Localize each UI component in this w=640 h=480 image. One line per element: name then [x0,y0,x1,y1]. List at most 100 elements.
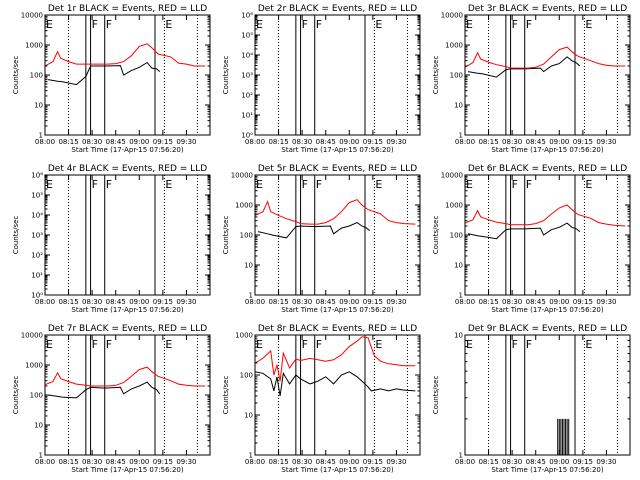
x-tick-label: 08:30 [502,298,522,306]
y-tick-label: 10⁰ [241,132,253,140]
x-tick-label: 09:00 [129,298,149,306]
y-tick-label: 10¹ [31,272,43,280]
panel-3: Det 3r BLACK = Events, RED = LLD E F F E 1 10 1… [432,4,631,154]
marker-label: F [526,178,532,191]
marker-label: E [466,18,473,31]
y-tick-label: 1000 [235,332,253,340]
marker-label: E [585,18,592,31]
x-tick-label: 09:30 [386,458,406,466]
y-tick-label: 100 [450,72,463,80]
y-tick-label: 10³ [31,232,43,240]
y-tick-label: 1 [459,452,463,460]
events-series [48,61,161,86]
y-tick-label: 100 [240,232,253,240]
x-tick-label: 09:30 [176,298,196,306]
y-tick-label: 10 [34,422,43,430]
x-tick-label: 09:15 [153,458,173,466]
y-tick-label: 10⁰ [31,292,43,300]
x-tick-label: 08:45 [526,458,546,466]
y-tick-label: 10 [244,262,253,270]
marker-label: E [466,178,473,191]
marker-label: F [106,338,112,351]
lld-series [254,199,416,225]
y-tick-label: 1 [249,292,253,300]
marker-label: F [302,18,308,31]
y-tick-label: 10000 [21,12,43,20]
y-tick-label: 100 [240,372,253,380]
marker-label: E [165,178,172,191]
x-tick-label: 09:00 [339,298,359,306]
y-tick-label: 10² [31,252,43,260]
marker-label: E [375,178,382,191]
marker-label: F [512,338,518,351]
y-tick-label: 10000 [231,172,253,180]
x-tick-label: 08:45 [526,298,546,306]
marker-label: E [466,338,473,351]
x-tick-label: 09:30 [596,298,616,306]
x-tick-label: 09:15 [573,138,593,146]
panel-5: Det 5r BLACK = Events, RED = LLD E F F E 1 10 1… [222,164,421,314]
plot-frame [44,334,211,456]
x-tick-label: 08:30 [292,138,312,146]
marker-label: F [526,18,532,31]
panel-1: Det 1r BLACK = Events, RED = LLD E F F E 1 10 1… [12,4,211,154]
marker-label: E [165,18,172,31]
x-axis-label: Start Time (17-Apr-15 07:56:20) [71,306,183,314]
lld-series [464,46,626,69]
y-tick-label: 10⁴ [241,52,253,60]
x-tick-label: 09:30 [596,458,616,466]
x-axis-label: Start Time (17-Apr-15 07:56:20) [281,466,393,474]
y-tick-label: 1 [459,132,463,140]
lld-series [464,204,626,227]
plot-frame [464,334,631,456]
events-series [468,56,581,78]
y-tick-label: 100 [450,232,463,240]
x-tick-label: 08:45 [106,298,126,306]
panel-8: Det 8r BLACK = Events, RED = LLD E F F E 1 10 1… [222,324,421,474]
lld-series [44,43,206,67]
panel-4: Det 4r BLACK = Events, RED = LLD E F F E 10⁰ 1… [12,164,211,314]
x-tick-label: 09:15 [363,298,383,306]
x-tick-label: 09:30 [596,138,616,146]
x-tick-label: 08:00 [35,298,55,306]
x-tick-label: 09:15 [153,298,173,306]
x-tick-label: 08:45 [526,138,546,146]
y-tick-label: 10³ [241,72,253,80]
marker-label: E [375,338,382,351]
y-tick-label: 10⁵ [241,32,253,40]
x-tick-label: 08:00 [35,458,55,466]
x-tick-label: 08:00 [245,298,265,306]
x-tick-label: 08:30 [292,298,312,306]
marker-label: E [46,178,53,191]
marker-label: F [106,178,112,191]
marker-label: E [256,178,263,191]
y-tick-label: 10⁶ [31,172,43,180]
y-tick-label: 10 [454,102,463,110]
lld-series [254,336,416,382]
x-tick-label: 08:15 [58,138,78,146]
events-series [48,381,161,399]
events-series [257,222,371,239]
x-tick-label: 09:00 [549,298,569,306]
x-tick-label: 08:00 [455,298,475,306]
y-tick-label: 10² [241,92,253,100]
plot-frame [254,174,421,296]
panel-title: Det 9r BLACK = Events, RED = LLD [468,324,627,334]
x-tick-label: 08:15 [268,138,288,146]
marker-label: F [512,178,518,191]
panel-title: Det 6r BLACK = Events, RED = LLD [468,164,627,174]
marker-label: E [585,178,592,191]
marker-label: F [92,338,98,351]
x-tick-label: 08:30 [82,298,102,306]
x-tick-label: 09:00 [129,458,149,466]
marker-label: F [92,178,98,191]
y-axis-label: Counts/sec [12,216,20,255]
panel-2: Det 2r BLACK = Events, RED = LLD E F F E 10⁰ 1… [222,4,421,154]
x-tick-label: 08:00 [245,138,265,146]
marker-label: E [585,338,592,351]
x-tick-label: 08:15 [478,458,498,466]
marker-label: F [302,338,308,351]
marker-label: F [316,18,322,31]
y-tick-label: 1000 [445,42,463,50]
